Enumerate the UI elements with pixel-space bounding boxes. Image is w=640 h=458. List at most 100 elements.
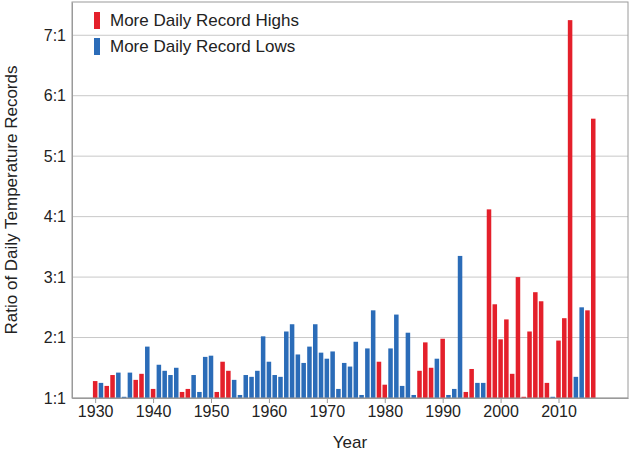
tick: 5:1: [44, 148, 72, 165]
bar: [394, 315, 399, 398]
bar: [458, 256, 463, 398]
bar: [423, 342, 428, 398]
bar: [545, 383, 550, 398]
bar: [133, 380, 138, 398]
bar: [371, 310, 376, 398]
tick-label: 3:1: [44, 269, 66, 286]
legend-label: More Daily Record Highs: [110, 11, 299, 30]
grid-line: [72, 216, 628, 217]
bar: [562, 318, 567, 398]
tick: 1950: [194, 398, 230, 420]
bar: [469, 369, 474, 398]
bar: [435, 359, 440, 398]
legend-label: More Daily Record Lows: [110, 37, 295, 56]
tick-label: 1930: [78, 403, 114, 420]
bar: [215, 392, 220, 398]
bar: [284, 331, 289, 398]
bar: [272, 375, 277, 398]
tick-mark: [153, 398, 154, 403]
tick: 1990: [425, 398, 461, 420]
tick-mark: [559, 398, 560, 403]
bar: [232, 380, 237, 398]
tick: 2010: [541, 398, 577, 420]
tick: 4:1: [44, 208, 72, 225]
tick-label: 2010: [541, 403, 577, 420]
bar: [128, 373, 133, 398]
tick: 1960: [252, 398, 288, 420]
tick-mark: [269, 398, 270, 403]
bar: [429, 368, 434, 398]
bar: [104, 386, 109, 398]
bar: [116, 373, 121, 398]
legend-swatch: [94, 38, 100, 55]
bar: [180, 392, 185, 398]
bar: [539, 301, 544, 398]
bar: [261, 336, 266, 398]
bar: [186, 389, 191, 398]
bar: [452, 389, 457, 398]
grid-line: [72, 337, 628, 338]
x-axis: 193019401950196019701980199020002010: [73, 398, 629, 420]
bar: [197, 392, 202, 398]
y-axis-title: Ratio of Daily Temperature Records: [2, 66, 21, 335]
grid-line: [72, 35, 628, 36]
bar: [145, 347, 150, 398]
bar: [93, 381, 98, 398]
tick: 1940: [136, 398, 172, 420]
tick: 6:1: [44, 87, 72, 104]
grid: [72, 35, 628, 398]
tick-mark: [95, 398, 96, 403]
bar: [574, 377, 579, 398]
tick-label: 1990: [425, 403, 461, 420]
bar: [139, 374, 144, 398]
tick: 2000: [483, 398, 519, 420]
tick: 3:1: [44, 269, 72, 286]
plot-area: [93, 20, 596, 398]
bar: [516, 277, 521, 398]
bar: [498, 339, 503, 398]
tick-mark: [501, 398, 502, 403]
tick: 1980: [367, 398, 403, 420]
bar: [388, 348, 393, 398]
bar: [579, 307, 584, 398]
bar: [243, 375, 248, 398]
x-axis-title: Year: [333, 433, 368, 452]
tick-label: 1950: [194, 403, 230, 420]
tick-label: 2:1: [44, 329, 66, 346]
bar: [313, 324, 318, 398]
bar: [174, 368, 179, 398]
bar: [209, 356, 214, 398]
bar: [493, 304, 498, 398]
bar: [406, 333, 411, 398]
bar: [585, 310, 590, 398]
bar: [591, 119, 596, 398]
tick: 1:1: [44, 390, 72, 407]
tick: 7:1: [44, 27, 72, 44]
bar: [203, 357, 208, 398]
tick-label: 1960: [252, 403, 288, 420]
bar: [307, 347, 312, 398]
tick-mark: [385, 398, 386, 403]
tick-label: 1940: [136, 403, 172, 420]
chart: 1930194019501960197019801990200020101:12…: [0, 0, 640, 458]
bar: [342, 363, 347, 398]
bar: [504, 319, 509, 398]
legend: More Daily Record Highs More Daily Record…: [94, 11, 299, 56]
axis-line: [73, 398, 629, 399]
bar: [464, 392, 469, 398]
bar: [354, 342, 359, 398]
y-axis: 1:1 2:1 3:1 4:1 5:1 6:1 7:1: [44, 3, 73, 407]
bar: [278, 377, 283, 398]
tick-label: 1:1: [44, 390, 66, 407]
bar: [226, 371, 231, 398]
grid-line: [72, 156, 628, 157]
plot-frame: [72, 2, 628, 398]
bar: [157, 365, 162, 398]
bar: [556, 341, 561, 398]
tick: 2:1: [44, 329, 72, 346]
bar: [99, 383, 104, 398]
bar-series: [93, 20, 596, 398]
bar: [417, 371, 422, 398]
axis-line: [72, 3, 73, 399]
tick-mark: [327, 398, 328, 403]
